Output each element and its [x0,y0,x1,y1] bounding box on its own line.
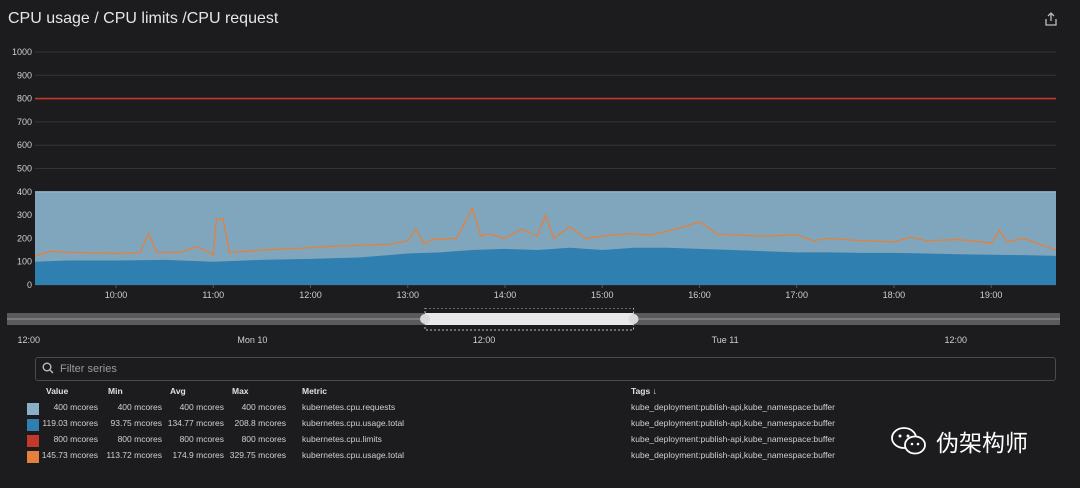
col-max[interactable]: Max [232,386,249,396]
timeline-handle-right[interactable] [628,314,639,324]
series-line-usage [34,206,1057,257]
row-value: 800 mcores [53,434,98,444]
row-tags: kube_deployment:publish-api,kube_namespa… [631,418,835,428]
row-tags: kube_deployment:publish-api,kube_namespa… [631,402,835,412]
row-tags: kube_deployment:publish-api,kube_namespa… [631,434,835,444]
row-max: 208.8 mcores [234,418,287,428]
col-value[interactable]: Value [46,386,69,396]
row-avg: 174.9 mcores [172,450,225,460]
col-min[interactable]: Min [108,386,123,396]
x-tick-label: 16:00 [688,290,711,300]
x-tick-label: 13:00 [396,290,419,300]
timeline-label: 12:00 [18,335,41,345]
x-tick-label: 17:00 [785,290,808,300]
series-swatch [27,403,39,415]
legend-row[interactable]: 800 mcores 800 mcores 800 mcores 800 mco… [0,434,1080,448]
y-tick-label: 600 [17,140,32,150]
row-value: 145.73 mcores [41,450,98,460]
row-value: 400 mcores [53,402,98,412]
timeline-label: 12:00 [944,335,967,345]
col-avg[interactable]: Avg [170,386,186,396]
share-export-icon[interactable] [1044,12,1058,26]
timeline-label: Mon 10 [237,335,267,345]
x-tick-label: 14:00 [494,290,517,300]
y-tick-label: 100 [17,257,32,267]
row-avg: 400 mcores [179,402,224,412]
y-tick-label: 900 [17,70,32,80]
y-tick-label: 200 [17,233,32,243]
watermark-text: 伪架构师 [936,431,1028,457]
series-swatch [27,419,39,431]
series-swatch [27,435,39,447]
x-tick-label: 10:00 [105,290,128,300]
x-tick-label: 18:00 [883,290,906,300]
series-area-usage [35,247,1056,285]
y-tick-label: 700 [17,117,32,127]
y-tick-label: 1000 [12,47,32,57]
legend-row[interactable]: 400 mcores 400 mcores 400 mcores 400 mco… [0,402,1080,416]
col-metric[interactable]: Metric [302,386,328,396]
row-metric: kubernetes.cpu.requests [302,402,396,412]
row-min: 400 mcores [117,402,162,412]
timeline-label: 12:00 [473,335,496,345]
x-tick-label: 19:00 [980,290,1003,300]
row-min: 113.72 mcores [106,450,162,460]
filter-series-box[interactable] [35,357,1056,381]
row-min: 93.75 mcores [110,418,163,428]
row-metric: kubernetes.cpu.usage.total [302,418,405,428]
row-avg: 134.77 mcores [167,418,224,428]
y-tick-label: 0 [27,280,32,290]
filter-series-input[interactable] [58,360,1042,378]
timeline-handle-left[interactable] [420,314,431,324]
legend-row[interactable]: 145.73 mcores 113.72 mcores 174.9 mcores… [0,450,1080,464]
row-max: 329.75 mcores [229,450,286,460]
x-tick-label: 11:00 [202,290,224,300]
row-metric: kubernetes.cpu.usage.total [302,450,405,460]
col-tags[interactable]: Tags ↓ [631,386,657,396]
row-metric: kubernetes.cpu.limits [302,434,382,444]
row-min: 800 mcores [117,434,162,444]
wechat-icon [891,427,926,455]
y-tick-label: 400 [17,187,32,197]
y-tick-label: 800 [17,94,32,104]
x-tick-label: 15:00 [591,290,614,300]
row-max: 400 mcores [241,402,286,412]
timeline-label: Tue 11 [712,335,739,345]
timeline-navigator[interactable]: 12:00 Mon 10 12:00 Tue 11 12:00 [0,308,1080,350]
cpu-chart[interactable]: 0 100 200 300 400 500 600 700 800 900 1000 10:00 11:… [0,40,1080,310]
timeline-selection[interactable] [425,313,634,325]
row-max: 800 mcores [241,434,286,444]
legend-row[interactable]: 119.03 mcores 93.75 mcores 134.77 mcores… [0,418,1080,432]
legend-header: Value Min Avg Max Metric Tags ↓ [0,386,1080,400]
row-avg: 800 mcores [179,434,224,444]
chart-title: CPU usage / CPU limits /CPU request [8,10,279,27]
search-icon [42,362,54,374]
watermark: 伪架构师 [890,424,1028,458]
x-tick-label: 12:00 [299,290,322,300]
row-value: 119.03 mcores [42,418,98,428]
y-tick-label: 300 [17,210,32,220]
series-swatch [27,451,39,463]
row-tags: kube_deployment:publish-api,kube_namespa… [631,450,835,460]
y-tick-label: 500 [17,164,32,174]
